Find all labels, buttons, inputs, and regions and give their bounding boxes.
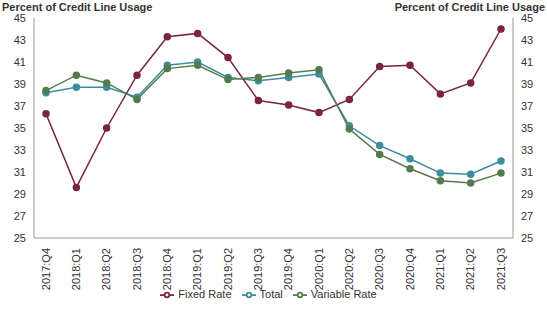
svg-text:2019:Q2: 2019:Q2: [222, 248, 234, 290]
svg-text:2017:Q4: 2017:Q4: [40, 248, 52, 290]
svg-text:2018:Q4: 2018:Q4: [161, 248, 173, 290]
svg-text:27: 27: [521, 210, 533, 222]
svg-text:45: 45: [521, 12, 533, 24]
svg-text:41: 41: [521, 56, 533, 68]
svg-text:2018:Q3: 2018:Q3: [131, 248, 143, 290]
svg-text:43: 43: [14, 34, 26, 46]
svg-text:2021:Q1: 2021:Q1: [434, 248, 446, 290]
svg-text:39: 39: [521, 78, 533, 90]
svg-text:2018:Q1: 2018:Q1: [70, 248, 82, 290]
svg-text:35: 35: [521, 122, 533, 134]
svg-text:25: 25: [14, 232, 26, 244]
svg-text:27: 27: [14, 210, 26, 222]
svg-text:2020:Q4: 2020:Q4: [404, 248, 416, 290]
svg-text:31: 31: [14, 166, 26, 178]
svg-text:29: 29: [14, 188, 26, 200]
html-text:Fixed Rate: Fixed Rate: [178, 288, 232, 300]
html-text:Variable Rate: Variable Rate: [310, 288, 377, 300]
svg-text:29: 29: [521, 188, 533, 200]
svg-text:37: 37: [14, 100, 26, 112]
svg-text:2020:Q1: 2020:Q1: [313, 248, 325, 290]
svg-text:41: 41: [14, 56, 26, 68]
svg-text:2021:Q2: 2021:Q2: [464, 248, 476, 290]
svg-text:2020:Q2: 2020:Q2: [343, 248, 355, 290]
svg-text:25: 25: [521, 232, 533, 244]
svg-text:31: 31: [521, 166, 533, 178]
svg-text:2020:Q3: 2020:Q3: [373, 248, 385, 290]
svg-text:2019:Q4: 2019:Q4: [282, 248, 294, 290]
svg-text:35: 35: [14, 122, 26, 134]
svg-text:2019:Q3: 2019:Q3: [252, 248, 264, 290]
html-text:Percent of Credit Line Usage: Percent of Credit Line Usage: [394, 1, 545, 13]
svg-text:2021:Q3: 2021:Q3: [495, 248, 507, 290]
svg-text:37: 37: [521, 100, 533, 112]
svg-text:33: 33: [14, 144, 26, 156]
svg-text:33: 33: [521, 144, 533, 156]
svg-text:2018:Q2: 2018:Q2: [100, 248, 112, 290]
svg-text:2019:Q1: 2019:Q1: [191, 248, 203, 290]
svg-text:39: 39: [14, 78, 26, 90]
svg-text:45: 45: [14, 12, 26, 24]
svg-text:43: 43: [521, 34, 533, 46]
html-text:Total: Total: [259, 288, 283, 300]
html-text:Percent of Credit Line Usage: Percent of Credit Line Usage: [2, 1, 153, 13]
